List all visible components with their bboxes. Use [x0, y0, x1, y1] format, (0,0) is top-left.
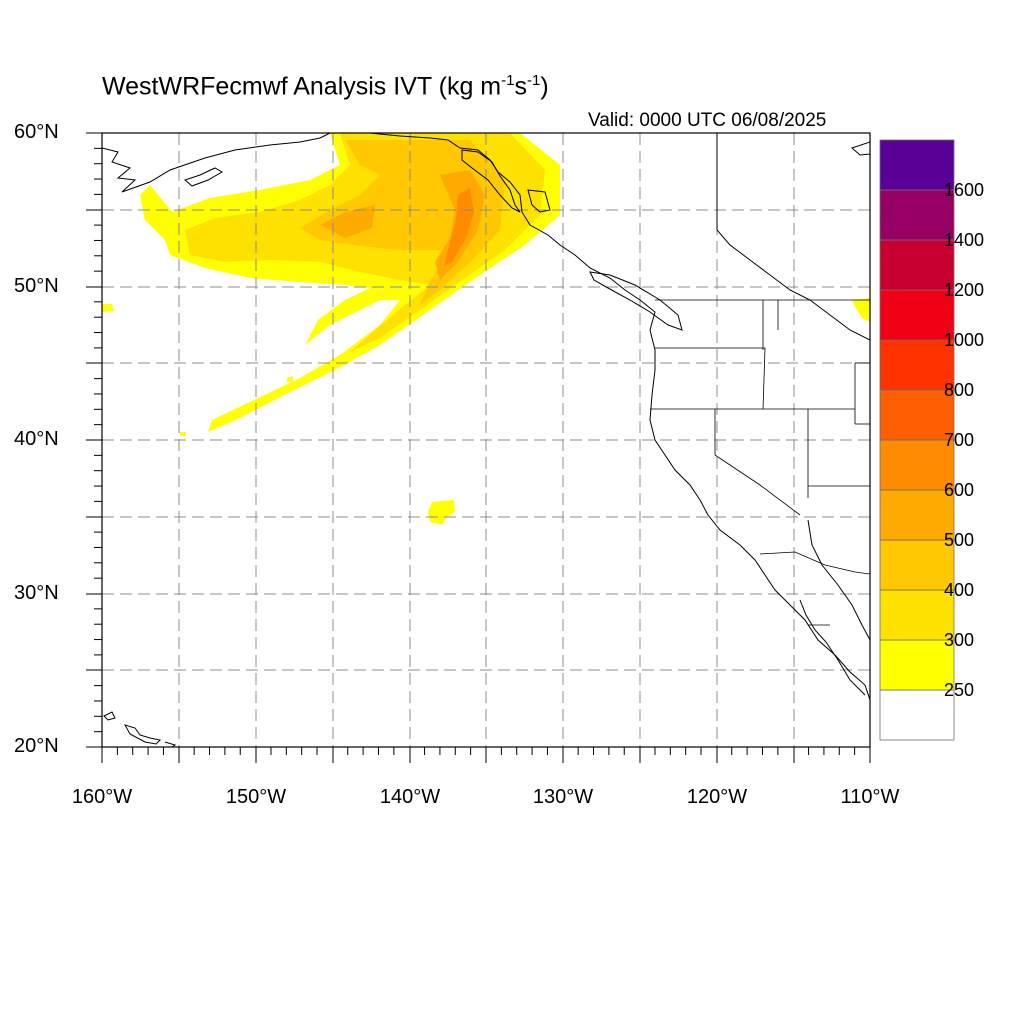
lon-label-110w: 110°W: [840, 786, 900, 808]
lon-label-130w: 130°W: [532, 786, 594, 808]
colorbar-label-700: 700: [944, 430, 975, 450]
lon-label-140w: 140°W: [379, 786, 441, 808]
political-borders: [650, 299, 870, 626]
colorbar-label-250: 250: [944, 680, 975, 700]
lat-label-60: 60°N: [14, 121, 59, 143]
colorbar-label-600: 600: [944, 480, 975, 500]
coastlines: [102, 133, 870, 747]
colorbar-box: [879, 239, 955, 291]
colorbar-label-1400: 1400: [944, 230, 985, 250]
colorbar-box: [879, 539, 955, 591]
lat-label-40: 40°N: [14, 428, 59, 450]
colorbar-box: [879, 689, 955, 741]
axis-ticks: [86, 132, 871, 763]
colorbar-box: [879, 589, 955, 641]
minor-ticks: [94, 147, 856, 755]
colorbar-label-500: 500: [944, 530, 975, 550]
colorbar-box: [879, 289, 955, 341]
colorbar-box: [879, 339, 955, 391]
colorbar-box: [879, 189, 955, 241]
lon-label-150w: 150°W: [225, 786, 287, 808]
lat-label-50: 50°N: [14, 275, 59, 297]
map-title: WestWRFecmwf Analysis IVT (kg m-1s-1): [102, 72, 549, 101]
colorbar-box: [879, 389, 955, 441]
colorbar-label-1000: 1000: [944, 330, 985, 350]
colorbar-box: [879, 639, 955, 691]
grid-lines: [102, 133, 870, 747]
lat-label-30: 30°N: [14, 582, 59, 604]
ivt-shading: [102, 133, 870, 525]
valid-time-label: Valid: 0000 UTC 06/08/2025: [588, 110, 827, 131]
colorbar-label-1200: 1200: [944, 280, 985, 300]
lon-label-160w: 160°W: [71, 786, 133, 808]
colorbar-box: [879, 439, 955, 491]
lon-label-120w: 120°W: [686, 786, 748, 808]
lat-label-20: 20°N: [14, 735, 59, 757]
colorbar-label-800: 800: [944, 380, 975, 400]
colorbar-box: [879, 139, 955, 191]
colorbar-label-400: 400: [944, 580, 975, 600]
colorbar-box: [879, 489, 955, 541]
colorbar: [879, 139, 955, 741]
colorbar-label-300: 300: [944, 630, 975, 650]
colorbar-label-1600: 1600: [944, 180, 985, 200]
